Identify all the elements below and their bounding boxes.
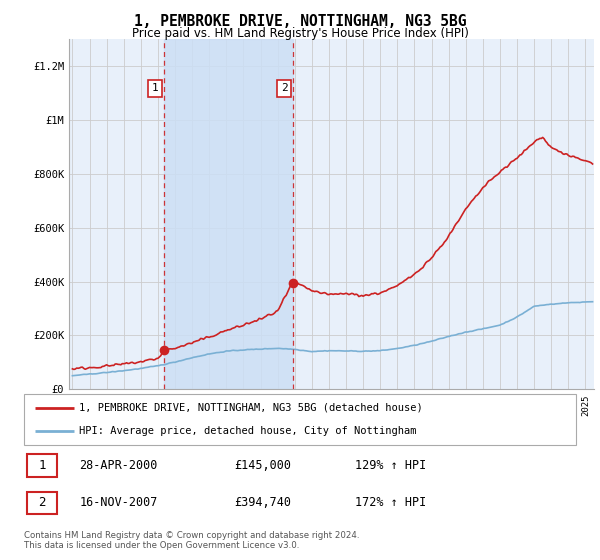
Bar [164, 39, 293, 389]
Text: 1: 1 [152, 83, 158, 93]
Text: 1, PEMBROKE DRIVE, NOTTINGHAM, NG3 5BG: 1, PEMBROKE DRIVE, NOTTINGHAM, NG3 5BG [134, 14, 466, 29]
Text: £394,740: £394,740 [234, 496, 291, 509]
Text: 2: 2 [38, 496, 46, 509]
FancyBboxPatch shape [27, 492, 57, 514]
Text: 129% ↑ HPI: 129% ↑ HPI [355, 459, 427, 472]
Text: 16-NOV-2007: 16-NOV-2007 [79, 496, 158, 509]
Text: Price paid vs. HM Land Registry's House Price Index (HPI): Price paid vs. HM Land Registry's House … [131, 27, 469, 40]
Text: 28-APR-2000: 28-APR-2000 [79, 459, 158, 472]
Text: 2: 2 [281, 83, 287, 93]
Text: 1, PEMBROKE DRIVE, NOTTINGHAM, NG3 5BG (detached house): 1, PEMBROKE DRIVE, NOTTINGHAM, NG3 5BG (… [79, 403, 423, 413]
Text: HPI: Average price, detached house, City of Nottingham: HPI: Average price, detached house, City… [79, 426, 416, 436]
Text: Contains HM Land Registry data © Crown copyright and database right 2024.
This d: Contains HM Land Registry data © Crown c… [24, 531, 359, 550]
FancyBboxPatch shape [24, 394, 576, 445]
Text: £145,000: £145,000 [234, 459, 291, 472]
FancyBboxPatch shape [27, 454, 57, 477]
Text: 1: 1 [38, 459, 46, 472]
Text: 172% ↑ HPI: 172% ↑ HPI [355, 496, 427, 509]
